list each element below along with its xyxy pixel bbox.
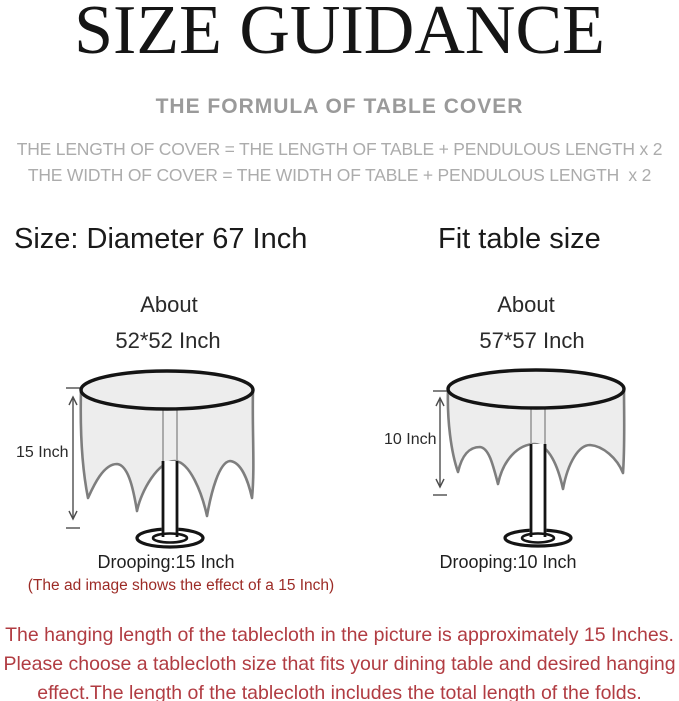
drop-length-arrow bbox=[433, 390, 447, 496]
formula-width-line: THE WIDTH OF COVER = THE WIDTH OF TABLE … bbox=[27, 165, 652, 185]
round-table-15inch-drop-illustration bbox=[66, 369, 255, 549]
formula-section-title: THE FORMULA OF TABLE COVER bbox=[155, 95, 524, 118]
footer-note-line1: The hanging length of the tablecloth in … bbox=[5, 624, 674, 646]
base-inner-ring bbox=[520, 532, 556, 544]
page-title: SIZE GUIDANCE bbox=[74, 0, 605, 69]
fit-table-size-heading: Fit table size bbox=[438, 223, 601, 255]
tabletop bbox=[446, 368, 626, 410]
left-drop-length-label: 15 Inch bbox=[16, 444, 69, 461]
pedestal-through-cloth bbox=[162, 409, 178, 461]
round-table-10inch-drop-illustration bbox=[433, 368, 626, 548]
pedestal-through-cloth bbox=[530, 408, 546, 444]
pedestal-column bbox=[529, 444, 547, 537]
right-drop-length-label: 10 Inch bbox=[384, 431, 437, 448]
footer-note-line3: effect.The length of the tablecloth incl… bbox=[37, 682, 642, 701]
right-drooping-label: Drooping:10 Inch bbox=[439, 552, 577, 572]
formula-length-line: THE LENGTH OF COVER = THE LENGTH OF TABL… bbox=[16, 139, 663, 159]
left-about-label: About bbox=[140, 292, 198, 317]
footer-note-line2: Please choose a tablecloth size that fit… bbox=[3, 653, 676, 675]
pedestal-column bbox=[161, 461, 179, 537]
right-table-size-label: 57*57 Inch bbox=[479, 328, 585, 353]
drop-length-arrow bbox=[66, 387, 80, 529]
right-about-label: About bbox=[497, 292, 555, 317]
product-size-heading: Size: Diameter 67 Inch bbox=[14, 223, 308, 255]
left-table-size-label: 52*52 Inch bbox=[115, 328, 221, 353]
ad-image-note: (The ad image shows the effect of a 15 I… bbox=[27, 577, 335, 594]
footer-note: The hanging length of the tablecloth in … bbox=[0, 621, 679, 701]
base-inner-ring bbox=[151, 532, 189, 544]
left-drooping-label: Drooping:15 Inch bbox=[97, 552, 235, 572]
tabletop bbox=[79, 369, 255, 411]
